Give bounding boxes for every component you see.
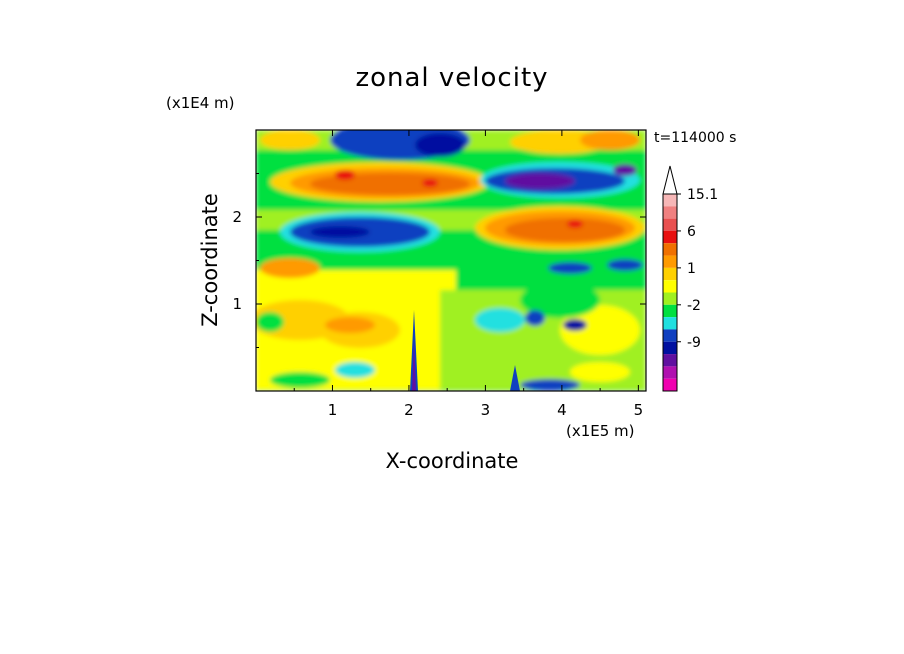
y-tick-label: 1 [232,295,242,313]
colorbar: 15.1 6 1 -2 -9 [662,165,718,392]
colorbar-swatch [663,255,677,268]
colorbar-swatch [663,341,677,355]
colorbar-swatch [663,317,677,330]
colorbar-frame [662,193,678,392]
colorbar-swatch [663,378,677,391]
colorbar-swatch [663,366,677,379]
x-tick-label: 4 [557,401,567,419]
colorbar-swatch [663,194,677,207]
x-ticks: 1 2 3 4 5 [293,130,644,419]
y-axis-label: Z-coordinate [198,193,222,327]
colorbar-swatch [663,243,677,256]
colorbar-swatch [663,329,677,342]
colorbar-swatch [663,267,677,281]
contour-field [256,130,646,391]
x-tick-label: 2 [404,401,414,419]
x-tick-label: 3 [481,401,491,419]
y-tick-label: 2 [232,208,242,226]
colorbar-label: -9 [687,335,701,351]
colorbar-swatch [663,292,677,305]
colorbar-swatch [663,280,677,293]
chart-title: zonal velocity [355,63,548,93]
x-tick-label: 5 [634,401,644,419]
colorbar-label: 1 [687,261,696,277]
colorbar-swatch [663,206,677,219]
time-label: t=114000 s [654,130,736,146]
colorbar-label: 6 [687,224,696,240]
colorbar-swatch [663,304,677,318]
colorbar-swatch [663,230,677,244]
x-axis-label: X-coordinate [386,449,519,473]
colorbar-label: 15.1 [687,187,718,203]
y-unit-label: (x1E4 m) [166,94,235,112]
colorbar-swatch [663,218,677,231]
y-ticks: 12 [232,173,646,348]
colorbar-arrow [662,165,678,195]
x-unit-label: (x1E5 m) [566,422,635,440]
x-tick-label: 1 [328,401,338,419]
colorbar-label: -2 [687,298,701,314]
colorbar-swatch [663,354,677,367]
